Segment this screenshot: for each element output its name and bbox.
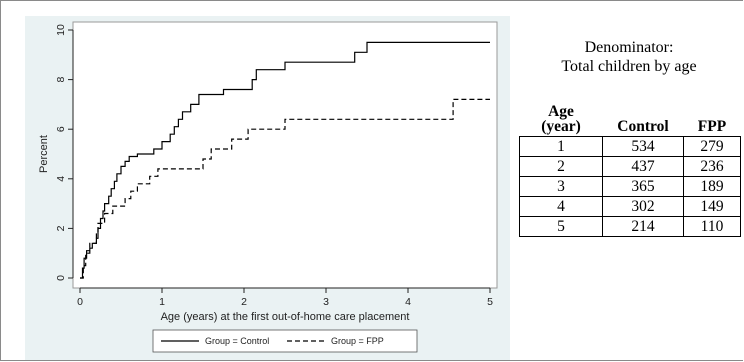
x-tick-label: 1: [159, 296, 165, 308]
y-tick-label: 4: [55, 176, 67, 182]
x-axis-title: Age (years) at the first out-of-home car…: [161, 311, 410, 323]
cumulative-incidence-chart: 0 2 4 6 8 10 0 1 2 3 4 5 Age (years) at the first ou…: [38, 21, 498, 353]
table-row: 5 214 110: [519, 216, 741, 237]
header-age-line2: (year): [541, 118, 581, 135]
table-row: 3 365 189: [519, 176, 741, 197]
legend-label-control: Group = Control: [205, 336, 269, 346]
cell-control: 365: [602, 176, 684, 197]
header-control: Control: [617, 118, 669, 135]
legend-box: [152, 329, 418, 353]
cell-age: 3: [519, 176, 603, 197]
cell-control: 214: [602, 216, 684, 237]
table-header-row: Age (year) Control FPP: [520, 104, 741, 137]
cell-fpp: 279: [683, 136, 741, 157]
header-age-line1: Age: [548, 103, 574, 120]
cell-age: 5: [519, 216, 603, 237]
y-tick-label: 8: [55, 77, 67, 83]
cell-age: 2: [519, 156, 603, 177]
cell-control: 302: [602, 196, 684, 217]
table-row: 1 534 279: [519, 136, 741, 157]
table-row: 4 302 149: [519, 196, 741, 217]
cell-age: 1: [519, 136, 603, 157]
plot-panel: 0 2 4 6 8 10 0 1 2 3 4 5 Age (years) at the first ou…: [25, 16, 510, 360]
table-row: 2 437 236: [519, 156, 741, 177]
denominator-line2: Total children by age: [561, 58, 697, 75]
cell-control: 437: [602, 156, 684, 177]
x-tick-label: 0: [77, 296, 83, 308]
y-axis-title: Percent: [38, 135, 50, 173]
x-tick-label: 3: [323, 296, 329, 308]
header-fpp: FPP: [697, 118, 727, 135]
x-tick-label: 4: [405, 296, 411, 308]
denominator-note: Denominator: Total children by age: [518, 38, 740, 76]
cell-fpp: 110: [683, 216, 741, 237]
cell-age: 4: [519, 196, 603, 217]
y-tick-label: 0: [55, 275, 67, 281]
header-age: Age (year): [520, 104, 603, 137]
y-tick-label: 2: [55, 225, 67, 231]
denominator-line1: Denominator:: [584, 39, 674, 56]
legend-label-fpp: Group = FPP: [331, 336, 384, 346]
cell-control: 534: [602, 136, 684, 157]
cell-fpp: 189: [683, 176, 741, 197]
y-tick-label: 6: [55, 126, 67, 132]
cell-fpp: 236: [683, 156, 741, 177]
x-tick-label: 5: [487, 296, 493, 308]
series-line-fpp: [80, 98, 490, 279]
y-tick-label: 10: [55, 24, 67, 36]
cell-fpp: 149: [683, 196, 741, 217]
x-tick-label: 2: [241, 296, 247, 308]
